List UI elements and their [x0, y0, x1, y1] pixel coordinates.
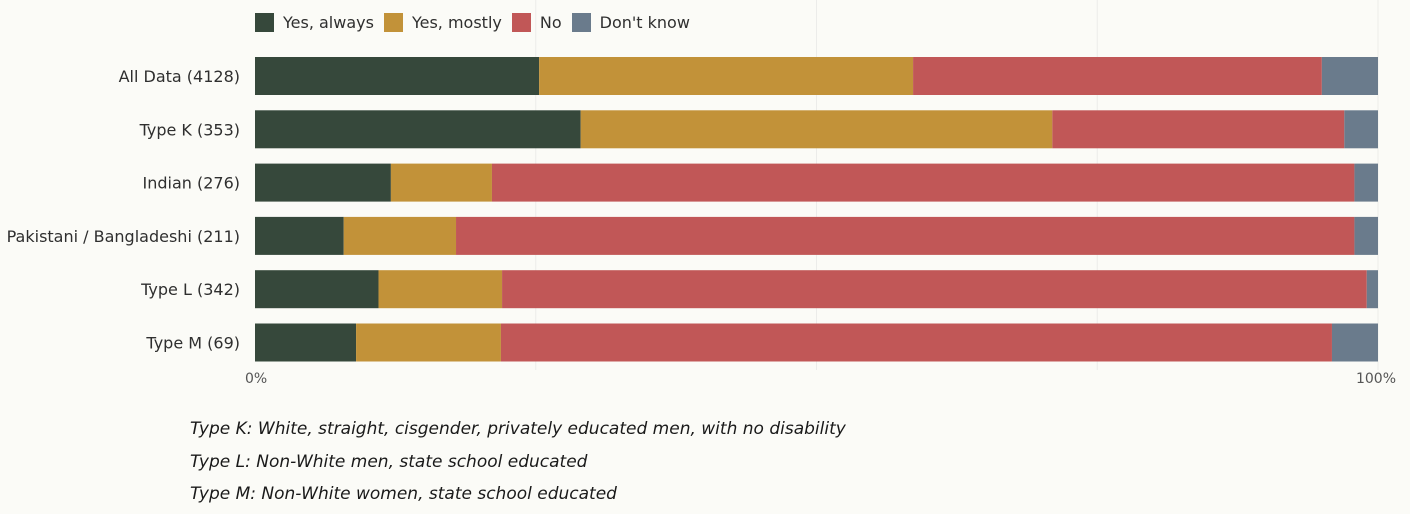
bar-segment — [356, 323, 501, 362]
legend-swatch — [255, 12, 274, 32]
bar-segment — [390, 163, 492, 202]
legend-swatch — [571, 12, 591, 32]
x-tick-label: 100% — [1356, 371, 1396, 387]
bar-segment — [1354, 216, 1378, 255]
bar-segment — [1354, 163, 1378, 202]
stacked-bar-chart: All Data (4128) Type K (353) Indian (276) P… — [7, 0, 1396, 387]
category-label: Type L (342) — [140, 280, 240, 299]
legend-swatch — [383, 12, 403, 32]
category-label: All Data (4128) — [119, 67, 240, 86]
bar-segment — [502, 270, 1367, 309]
bar-segment — [255, 110, 581, 149]
legend-label: No — [539, 12, 562, 32]
legend-label: Yes, always — [283, 12, 374, 32]
bar-segment — [580, 110, 1053, 149]
bar-segment — [1321, 57, 1378, 95]
category-label: Indian (276) — [142, 174, 240, 193]
x-tick-label: 0% — [245, 371, 267, 387]
legend-item: Don't know — [571, 12, 690, 32]
bar-segment — [913, 57, 1322, 95]
legend-swatch — [511, 12, 531, 32]
category-label: Type M (69) — [145, 334, 240, 353]
bar-segment — [255, 163, 391, 202]
bar-segment — [255, 216, 344, 255]
category-label: Pakistani / Bangladeshi (211) — [7, 227, 240, 246]
bar-segment — [255, 323, 357, 362]
bar-segment — [255, 57, 540, 95]
chart-legend: Yes, always Yes, mostly No Don't know — [255, 10, 700, 34]
note-type-m: Type M: Non-White women, state school ed… — [190, 484, 617, 504]
bar-segment — [500, 323, 1332, 362]
note-type-l: Type L: Non-White men, state school educ… — [190, 451, 588, 472]
bar-segment — [1344, 110, 1378, 149]
chart-notes: Type K: White, straight, cisgender, priv… — [190, 416, 846, 514]
bar-segment — [343, 216, 457, 255]
bar-segment — [1331, 323, 1378, 362]
bar-segment — [1366, 270, 1378, 309]
bar-segment — [539, 57, 914, 95]
note-type-k: Type K: White, straight, cisgender, priv… — [190, 419, 846, 439]
category-label: Type K (353) — [139, 120, 240, 139]
legend-item: Yes, mostly — [383, 12, 502, 32]
bar-segment — [255, 270, 379, 309]
legend-item: Yes, always — [255, 12, 374, 32]
legend-label: Yes, mostly — [411, 12, 502, 32]
bar-segment — [456, 216, 1355, 255]
legend-item: No — [511, 12, 562, 32]
bar-segment — [378, 270, 503, 309]
legend-label: Don't know — [599, 12, 690, 32]
bar-segment — [1052, 110, 1345, 149]
bar-segment — [491, 163, 1355, 202]
